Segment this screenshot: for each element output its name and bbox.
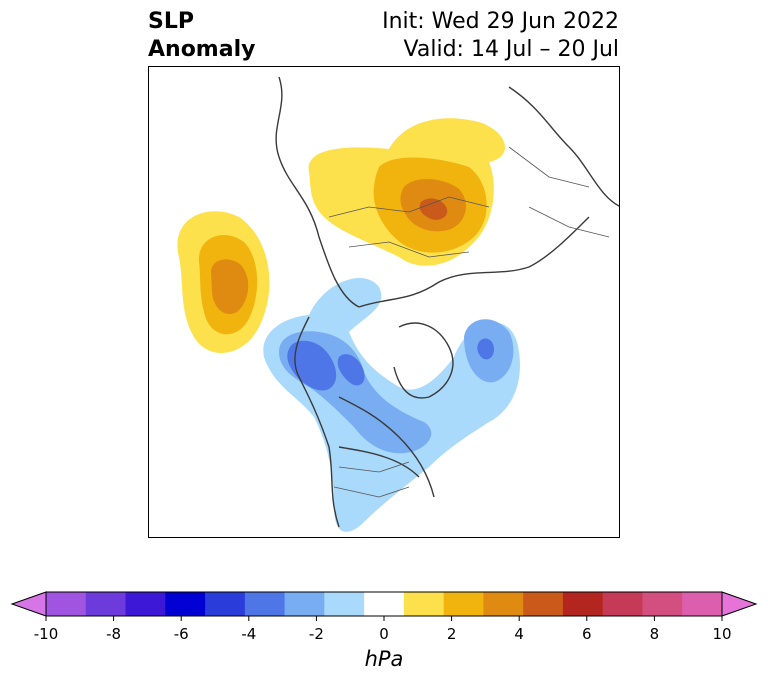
colorbar-units: hPa: [364, 647, 404, 671]
init-date: Init: Wed 29 Jun 2022: [382, 9, 619, 34]
title-line-2: Anomaly: [148, 37, 256, 62]
coastlines: [275, 76, 619, 528]
colorbar-ticks: [45, 616, 723, 621]
colorbar-tick-label: 2: [446, 625, 457, 643]
map-title: SLP Anomaly: [148, 8, 255, 64]
colorbar-tick-label: -8: [106, 625, 122, 643]
slp-anomaly-map: [148, 66, 620, 538]
colorbar-cell: [523, 592, 564, 616]
colorbar-cell: [364, 592, 405, 616]
negative-anomaly-north-america: [263, 277, 520, 532]
colorbar-tick-label: -6: [173, 625, 189, 643]
positive-anomaly-atlantic: [177, 211, 270, 354]
country-borders: [328, 146, 610, 498]
colorbar-cell: [642, 592, 683, 616]
colorbar-tick-label: 8: [649, 625, 660, 643]
positive-anomaly-siberia: [308, 118, 506, 266]
colorbar-tick-label: -2: [308, 625, 324, 643]
colorbar-tick-label: -10: [33, 625, 59, 643]
colorbar-tick-label: 0: [379, 625, 389, 643]
colorbar-cell: [483, 592, 524, 616]
colorbar-tick-label: 4: [514, 625, 524, 643]
colorbar-cell: [284, 592, 325, 616]
valid-range: Valid: 14 Jul – 20 Jul: [403, 37, 619, 62]
colorbar-cell: [165, 592, 206, 616]
colorbar-cell: [244, 592, 286, 616]
colorbar-cells: [10, 591, 758, 617]
colorbar: [10, 591, 758, 621]
map-svg: [177, 76, 619, 532]
forecast-dates: Init: Wed 29 Jun 2022 Valid: 14 Jul – 20…: [382, 8, 619, 64]
colorbar-cell: [562, 592, 604, 616]
colorbar-cell: [125, 592, 166, 616]
colorbar-cell: [682, 592, 723, 616]
colorbar-arrow-right: [721, 591, 758, 617]
colorbar-tick-label: 6: [582, 625, 592, 643]
colorbar-cell: [85, 592, 127, 616]
colorbar-cell: [324, 592, 365, 616]
title-line-1: SLP: [148, 9, 194, 34]
colorbar-cell: [443, 592, 484, 616]
colorbar-tick-label: -4: [241, 625, 257, 643]
colorbar-tick-label: 10: [712, 625, 732, 643]
colorbar-cell: [602, 592, 643, 616]
colorbar-arrow-left: [10, 591, 47, 617]
colorbar-cell: [403, 592, 445, 616]
colorbar-cell: [205, 592, 246, 616]
colorbar-cell: [46, 592, 87, 616]
